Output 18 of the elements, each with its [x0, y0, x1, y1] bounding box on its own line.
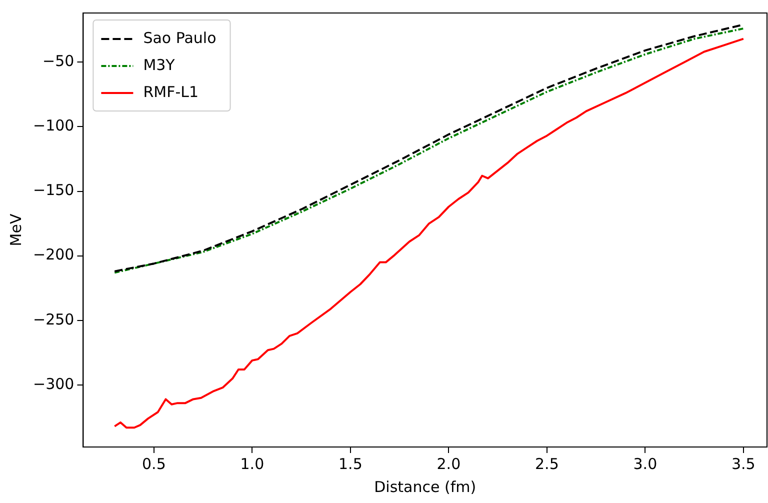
- y-tick-label: −150: [32, 181, 74, 200]
- x-axis-title: Distance (fm): [374, 478, 476, 496]
- x-tick-label: 3.5: [731, 454, 756, 473]
- x-tick-label: 2.5: [534, 454, 559, 473]
- y-tick-label: −100: [32, 116, 74, 135]
- legend-label: RMF-L1: [143, 82, 199, 101]
- legend-label: Sao Paulo: [143, 28, 216, 47]
- x-tick-label: 2.0: [436, 454, 461, 473]
- y-tick-label: −300: [32, 374, 74, 393]
- x-tick-label: 3.0: [633, 454, 658, 473]
- x-tick-label: 0.5: [142, 454, 166, 473]
- y-tick-label: −50: [42, 52, 74, 70]
- y-tick-label: −250: [32, 310, 74, 328]
- x-tick-label: 1.0: [240, 454, 264, 473]
- x-tick-label: 1.5: [338, 454, 362, 473]
- legend-label: M3Y: [143, 56, 176, 74]
- y-axis-title: MeV: [6, 213, 25, 246]
- y-tick-label: −200: [32, 246, 74, 264]
